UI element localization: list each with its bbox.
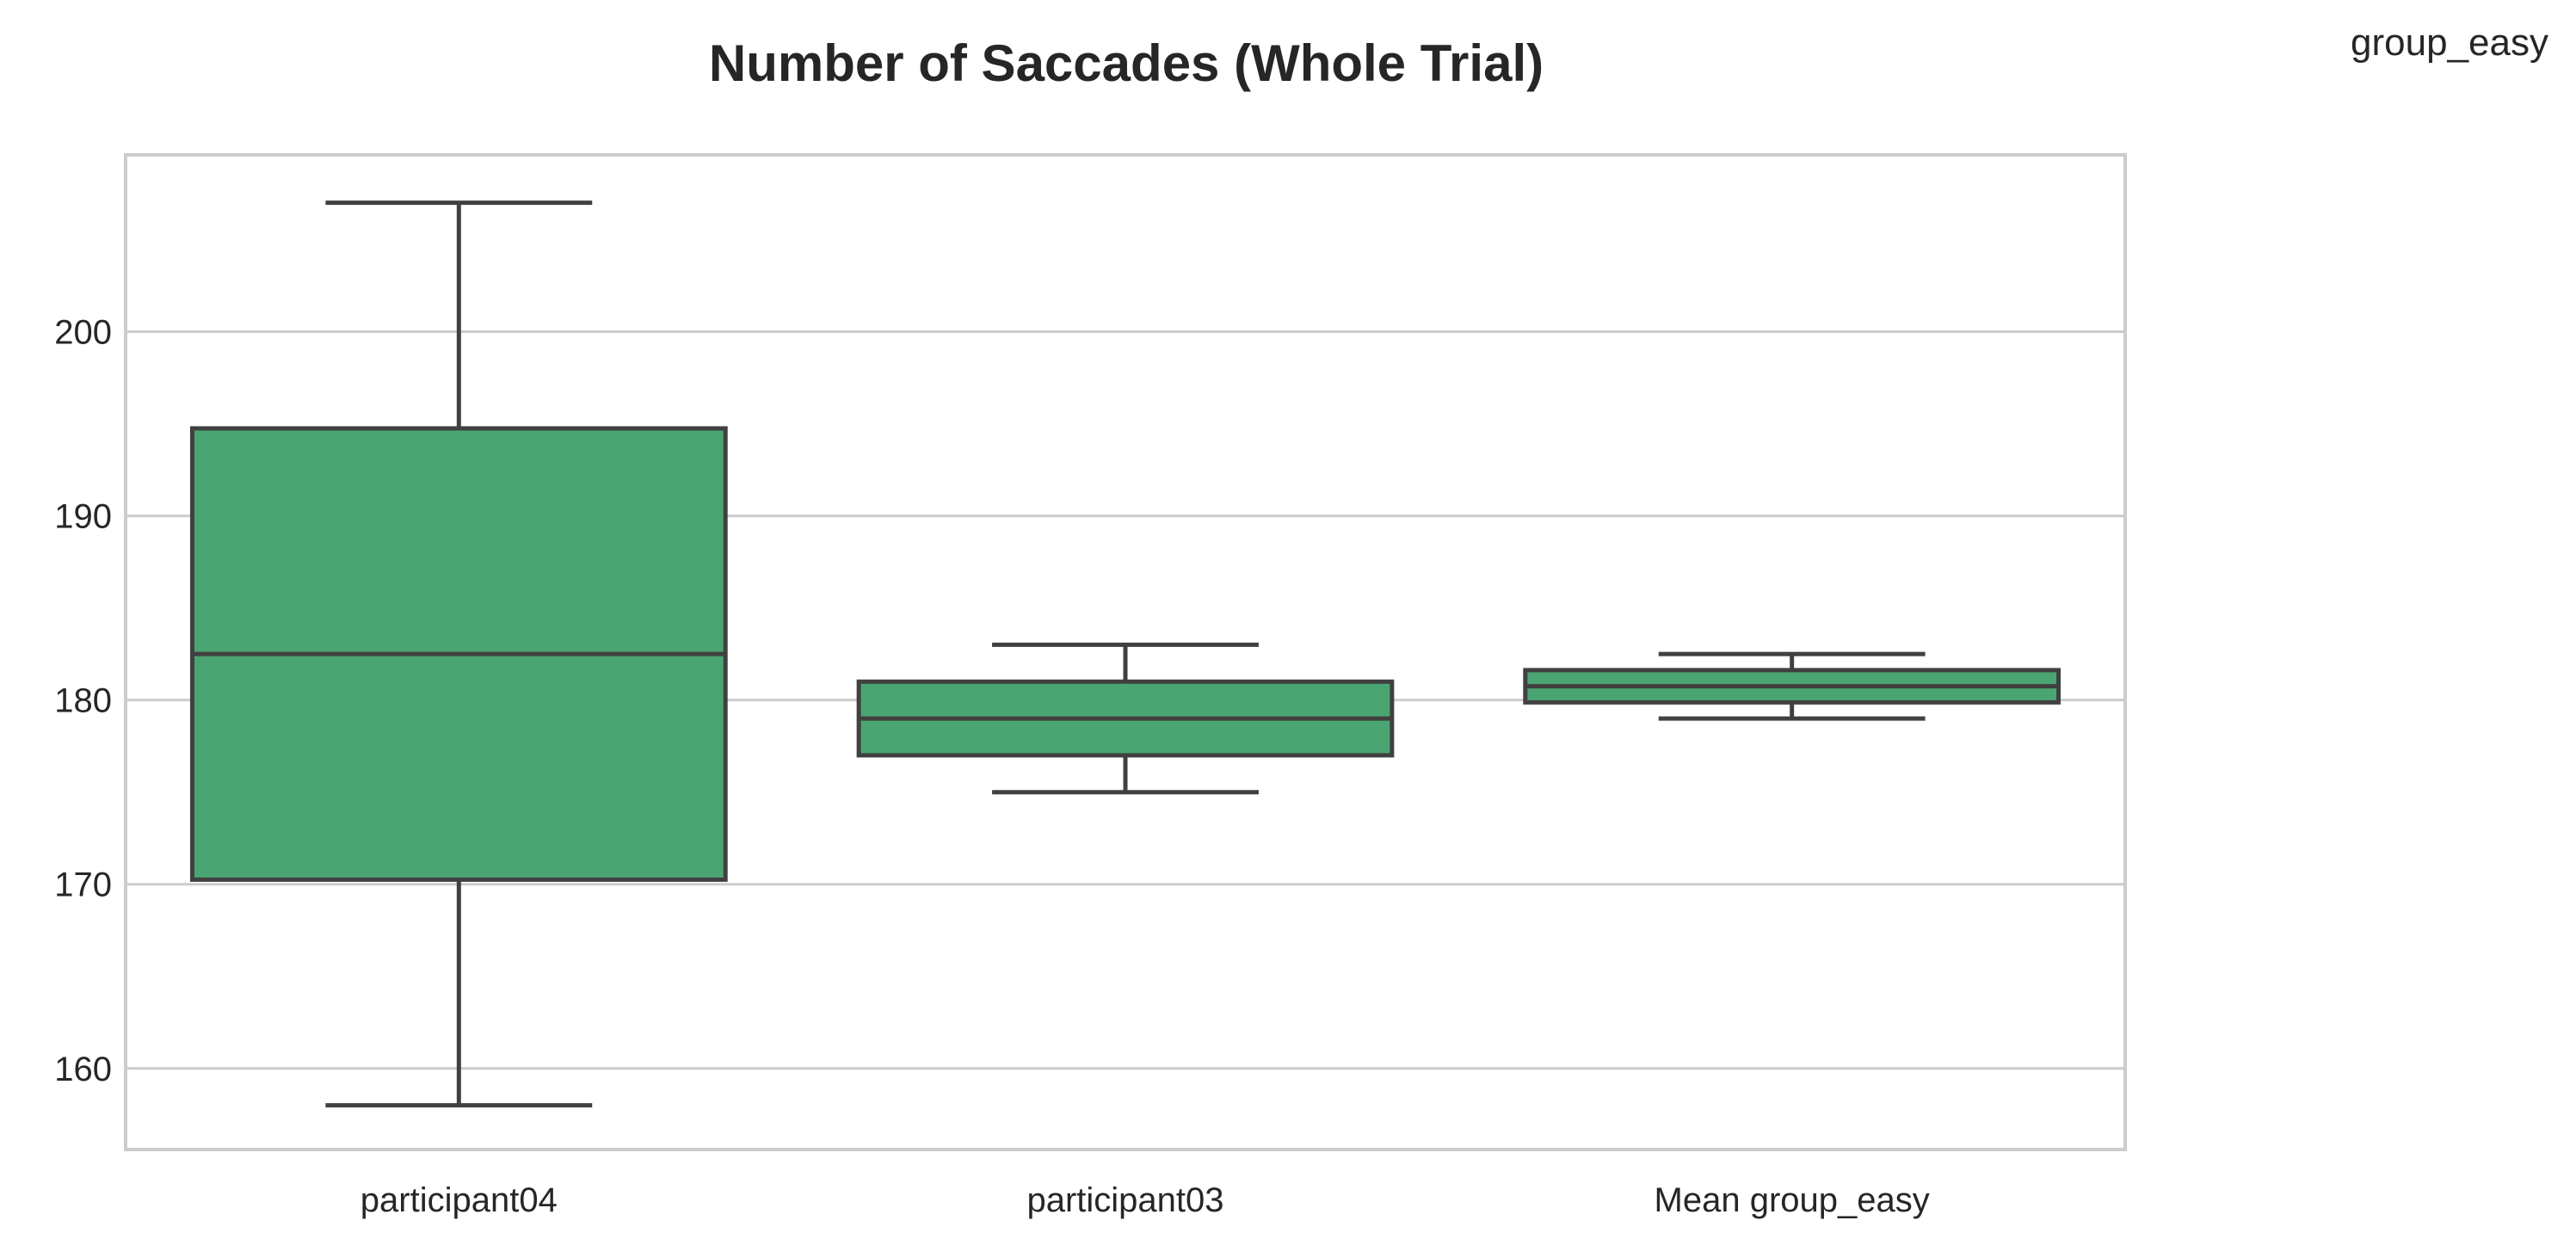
x-tick-label: Mean group_easy — [1655, 1181, 1930, 1219]
chart-title: Number of Saccades (Whole Trial) — [709, 34, 1544, 92]
y-tick-labels: 160 170 180 190 200 — [54, 314, 112, 1088]
box-mean-group_easy — [1523, 651, 2061, 721]
box-participant03 — [856, 642, 1395, 795]
x-tick-label: participant04 — [361, 1181, 558, 1219]
y-tick-label: 180 — [54, 682, 112, 720]
y-tick-label: 160 — [54, 1051, 112, 1088]
y-tick-label: 200 — [54, 314, 112, 352]
x-tick-label: participant03 — [1026, 1181, 1223, 1219]
boxes — [189, 200, 2061, 1108]
y-tick-label: 170 — [54, 866, 112, 904]
plot-area-frame — [124, 153, 2127, 1151]
y-tick-label: 190 — [54, 498, 112, 536]
group-label: group_easy — [2351, 22, 2548, 64]
box-participant04 — [189, 200, 728, 1108]
x-tick-labels: participant04 participant03 Mean group_eas… — [361, 1181, 1930, 1219]
